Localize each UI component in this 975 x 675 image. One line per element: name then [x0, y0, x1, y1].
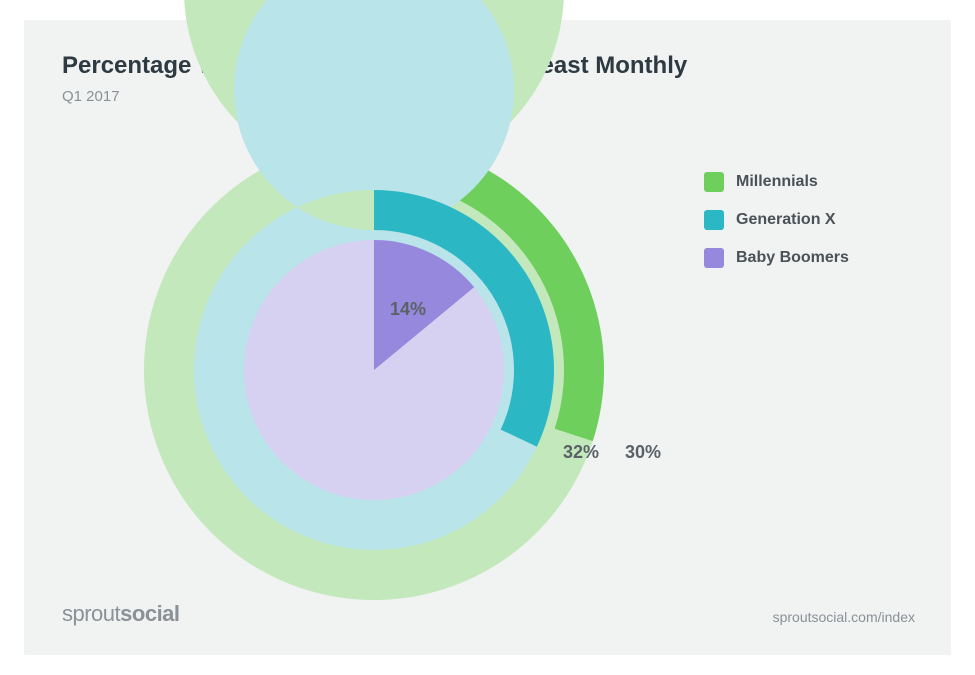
brand-prefix: sprout — [62, 601, 120, 626]
legend-swatch — [704, 172, 724, 192]
ring-value-label: 30% — [625, 442, 661, 462]
legend-item: Baby Boomers — [704, 248, 849, 268]
legend-label: Millennials — [736, 173, 818, 191]
radial-bar-chart: 30%32%14% — [144, 140, 604, 600]
legend-item: Millennials — [704, 172, 849, 192]
legend-swatch — [704, 210, 724, 230]
legend-label: Generation X — [736, 211, 836, 229]
brand-suffix: social — [120, 601, 179, 626]
chart-card: Percentage Who Interact With Brands at L… — [24, 20, 951, 655]
legend-label: Baby Boomers — [736, 249, 849, 267]
legend-item: Generation X — [704, 210, 849, 230]
source-link: sproutsocial.com/index — [773, 609, 915, 625]
chart-subtitle: Q1 2017 — [62, 88, 120, 105]
ring-value-label: 14% — [390, 299, 426, 319]
brand-logo: sproutsocial — [62, 601, 180, 627]
chart-legend: Millennials Generation X Baby Boomers — [704, 172, 849, 268]
legend-swatch — [704, 248, 724, 268]
ring-value-label: 32% — [563, 442, 599, 462]
